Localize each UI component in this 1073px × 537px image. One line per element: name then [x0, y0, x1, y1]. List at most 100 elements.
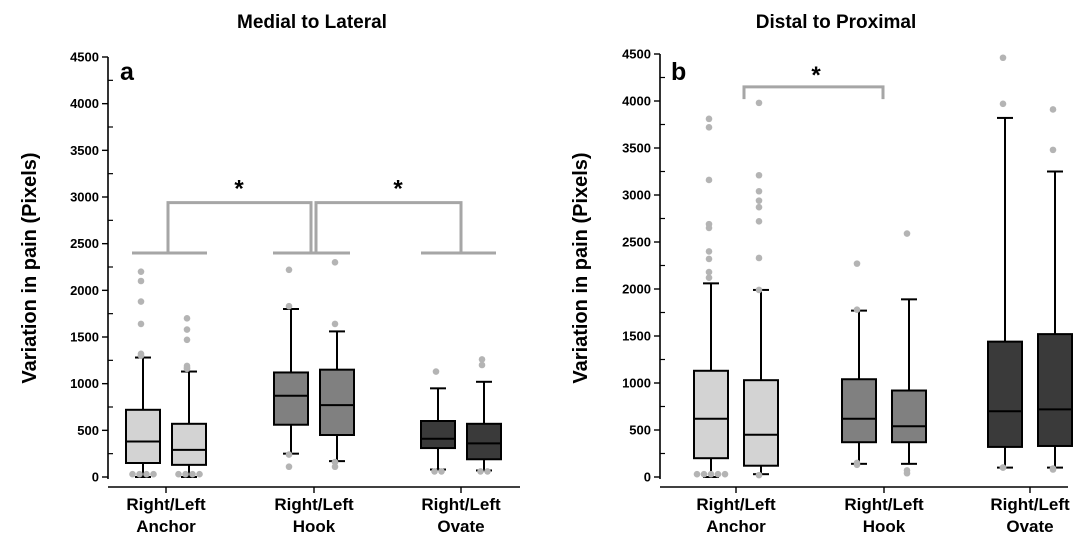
outlier-point	[182, 470, 189, 478]
panel-a-y-tick-label: 4000	[70, 96, 99, 111]
panel-b-y-tick-label: 1500	[622, 329, 651, 344]
box-iqr	[125, 408, 161, 464]
outlier-point	[431, 468, 438, 475]
outlier-point	[137, 352, 145, 359]
outlier-point	[1049, 106, 1057, 113]
outlier-point	[755, 471, 763, 479]
panel-b-category-label-line2: Hook	[863, 517, 906, 536]
panel-a-category-label-line1: Right/Left	[126, 495, 206, 514]
outlier-point	[143, 470, 150, 478]
panel-a-category-label-line1: Right/Left	[421, 495, 501, 514]
panel-b-marks: 0 500 1000 1500 2000 2500 3000 3500 4000 4500 Righ…	[622, 47, 1073, 536]
outlier-point	[705, 176, 713, 184]
box-iqr	[466, 422, 502, 461]
outlier-point	[183, 336, 191, 344]
box-iqr	[1037, 333, 1073, 447]
outlier-point	[478, 356, 486, 363]
outlier-point	[129, 470, 136, 478]
panel-b-category-label-line1: Right/Left	[844, 495, 924, 514]
panel-a-y-axis-label: Variation in pain (Pixels)	[19, 152, 41, 383]
outlier-point	[755, 99, 763, 107]
outlier-point	[137, 298, 145, 305]
panel-a-category-label-line2: Ovate	[437, 517, 484, 536]
outlier-point	[705, 248, 713, 255]
outlier-point	[999, 464, 1007, 471]
panel-a-box-left-0	[171, 315, 207, 478]
outlier-point	[331, 463, 339, 471]
outlier-point	[755, 218, 763, 225]
panel-b-category-label-line2: Anchor	[706, 517, 766, 536]
outlier-point	[714, 470, 722, 478]
panel-b-y-tick-label: 2500	[622, 235, 651, 250]
panel-b-box-right-1	[841, 260, 877, 469]
outlier-point	[285, 302, 293, 310]
outlier-point	[705, 124, 713, 131]
panel-b-box-left-1	[891, 230, 927, 477]
panel-a-y-tick-label: 1000	[70, 376, 99, 391]
panel-b-y-tick-label: 4500	[622, 47, 651, 62]
box-iqr	[743, 379, 779, 467]
outlier-point	[1049, 146, 1057, 154]
outlier-point	[438, 468, 445, 475]
panel-b-category-label-line2: Ovate	[1006, 517, 1053, 536]
panel-a-marks: 0 500 1000 1500 2000 2500 3000 3500 4000 4500 Righ…	[70, 50, 520, 536]
box-iqr	[693, 369, 729, 460]
box-iqr	[420, 420, 456, 450]
outlier-point	[705, 255, 713, 263]
outlier-point	[478, 361, 486, 369]
outlier-point	[705, 274, 713, 282]
outlier-point	[484, 468, 491, 475]
outlier-point	[137, 277, 145, 285]
panel-a-y-tick-label: 500	[77, 423, 99, 438]
panel-a-y-tick-label: 3500	[70, 143, 99, 158]
panel-a-y-tick-label: 2000	[70, 283, 99, 298]
box-iqr	[171, 422, 207, 466]
panel-a-category-label-line2: Anchor	[136, 517, 196, 536]
panel-a-y-tick-label: 3000	[70, 190, 99, 205]
outlier-point	[196, 470, 203, 478]
panel-b-y-tick-label: 3000	[622, 188, 651, 203]
outlier-point	[285, 266, 293, 274]
outlier-point	[137, 268, 145, 275]
outlier-point	[707, 470, 715, 478]
outlier-point	[189, 470, 196, 478]
outlier-point	[903, 469, 911, 477]
panel-b-title: Distal to Proximal	[756, 12, 917, 33]
panel-b-category-label-line1: Right/Left	[990, 495, 1070, 514]
outlier-point	[432, 368, 440, 375]
outlier-point	[331, 320, 339, 328]
outlier-point	[137, 320, 145, 328]
panel-a-title: Medial to Lateral	[237, 12, 387, 33]
outlier-point	[700, 470, 708, 478]
outlier-point	[183, 315, 191, 322]
outlier-point	[721, 470, 729, 478]
outlier-point	[755, 171, 763, 179]
panel-a-box-right-1	[273, 266, 309, 471]
panel-b-y-tick-label: 500	[629, 423, 651, 438]
outlier-point	[183, 326, 191, 333]
significance-star: *	[234, 176, 244, 203]
outlier-point	[285, 463, 293, 471]
outlier-point	[705, 268, 713, 276]
outlier-point	[285, 451, 293, 458]
outlier-point	[175, 470, 182, 478]
outlier-point	[755, 286, 763, 294]
panel-a-y-tick-label: 4500	[70, 50, 99, 65]
panel-b-y-tick-label: 1000	[622, 376, 651, 391]
panel-b-y-tick-label: 4000	[622, 94, 651, 109]
panel-b-category-label-line1: Right/Left	[696, 495, 776, 514]
panel-b-letter: b	[671, 58, 686, 86]
outlier-point	[755, 203, 763, 211]
outlier-point	[705, 224, 713, 232]
bracket-connector	[742, 85, 885, 100]
panel-b: Distal to Proximal Variation in pain (Pi…	[570, 12, 1073, 536]
panel-a-y-tick-label: 2500	[70, 236, 99, 251]
outlier-point	[477, 468, 484, 475]
panel-a-y-tick-label: 0	[92, 470, 99, 485]
panel-a-letter: a	[120, 58, 135, 86]
outlier-point	[999, 54, 1007, 62]
outlier-point	[150, 470, 157, 478]
box-iqr	[273, 371, 309, 426]
panel-b-box-left-0	[743, 99, 779, 479]
